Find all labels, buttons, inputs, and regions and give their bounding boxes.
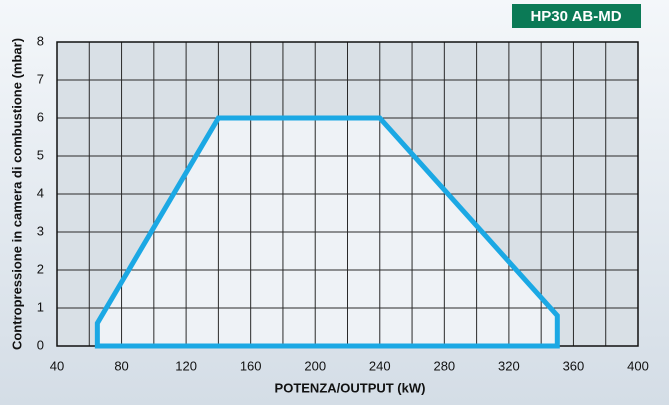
- x-tick-label: 360: [563, 358, 585, 373]
- x-tick-label: 400: [627, 358, 649, 373]
- badge: HP30 AB-MD: [530, 8, 621, 25]
- x-axis-title: POTENZA/OUTPUT (kW): [275, 380, 426, 395]
- x-tick-label: 320: [498, 358, 520, 373]
- y-tick-label: 8: [37, 33, 44, 48]
- y-tick-label: 4: [37, 185, 44, 200]
- y-tick-label: 0: [37, 337, 44, 352]
- x-tick-label: 120: [175, 358, 197, 373]
- y-axis-title: Contropressione in camera di combustione…: [9, 38, 24, 350]
- y-tick-label: 6: [37, 109, 44, 124]
- y-tick-label: 7: [37, 71, 44, 86]
- badge-box: [512, 4, 641, 28]
- x-tick-label: 80: [114, 358, 128, 373]
- x-tick-label: 200: [304, 358, 326, 373]
- y-tick-label: 2: [37, 261, 44, 276]
- y-tick-label: 1: [37, 299, 44, 314]
- y-tick-label: 5: [37, 147, 44, 162]
- x-tick-label: 280: [433, 358, 455, 373]
- area-outline: [94, 115, 560, 349]
- x-tick-label: 240: [369, 358, 391, 373]
- y-tick-label: 3: [37, 223, 44, 238]
- x-tick-label: 40: [50, 358, 64, 373]
- x-tick-label: 160: [240, 358, 262, 373]
